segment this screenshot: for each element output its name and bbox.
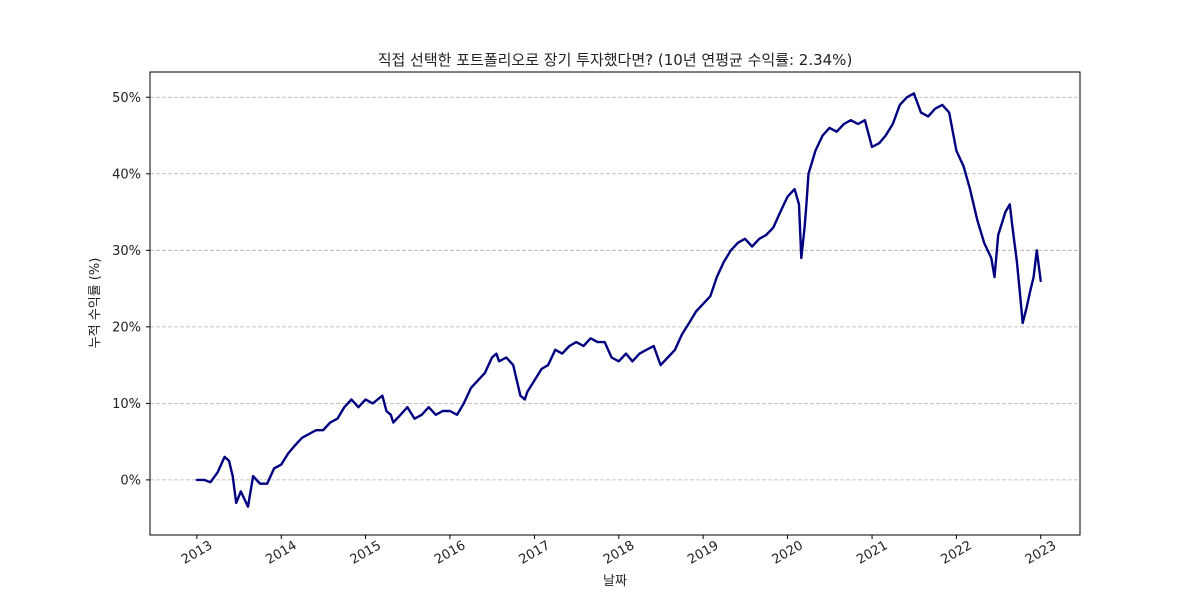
y-tick-label: 10% xyxy=(112,397,141,412)
y-tick-label: 40% xyxy=(112,167,141,182)
x-axis-label: 날짜 xyxy=(603,574,627,589)
y-axis: 0% 10% 20% 30% 40% 50% xyxy=(112,91,150,488)
x-tick-label: 2019 xyxy=(685,538,721,568)
x-tick-label: 2015 xyxy=(348,538,384,568)
series-line xyxy=(195,92,1042,508)
chart-title: 직접 선택한 포트폴리오로 장기 투자했다면? (10년 연평균 수익률: 2.… xyxy=(378,51,853,69)
y-tick-label: 20% xyxy=(112,320,141,335)
x-tick-label: 2022 xyxy=(939,538,975,568)
y-tick-label: 0% xyxy=(120,473,141,488)
x-tick-label: 2013 xyxy=(179,538,215,568)
y-tick-label: 30% xyxy=(112,244,141,259)
y-axis-label: 누적 수익률 (%) xyxy=(88,258,103,349)
grid-layer xyxy=(150,96,1080,481)
x-tick-label: 2017 xyxy=(517,538,553,568)
x-axis: 2013 2014 2015 2016 2017 2018 2019 2020 2021 2022… xyxy=(179,535,1059,568)
x-tick-label: 2023 xyxy=(1023,538,1059,568)
plot-frame xyxy=(149,71,1081,536)
x-tick-label: 2014 xyxy=(263,538,299,568)
x-tick-label: 2016 xyxy=(432,538,468,568)
y-tick-label: 50% xyxy=(112,91,141,106)
x-tick-label: 2021 xyxy=(854,538,890,568)
x-tick-label: 2020 xyxy=(770,538,806,568)
line-layer xyxy=(195,92,1042,508)
x-tick-label: 2018 xyxy=(601,538,637,568)
